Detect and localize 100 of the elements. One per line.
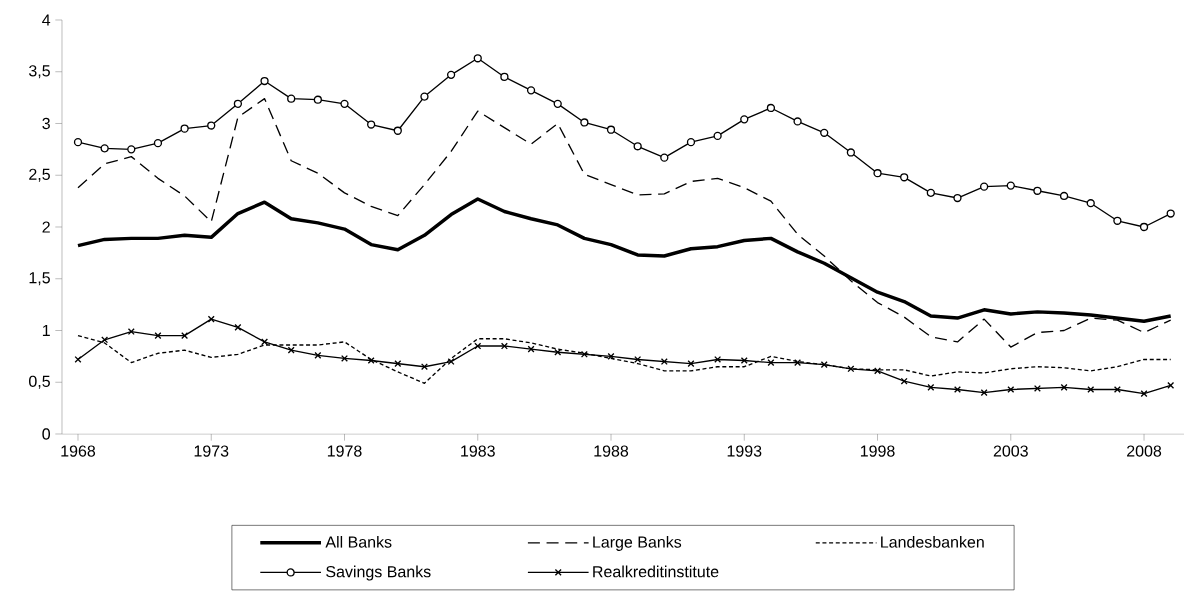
point	[340, 99, 349, 108]
point	[153, 139, 163, 148]
x-tick-label: 2003	[993, 445, 1028, 457]
point	[100, 144, 109, 153]
point	[180, 124, 189, 133]
y-tick-label: 1	[42, 325, 50, 336]
point	[1087, 385, 1095, 393]
point	[127, 328, 135, 336]
point	[287, 94, 296, 103]
point	[367, 357, 375, 365]
point	[394, 360, 402, 368]
point	[900, 173, 909, 182]
x-tick-label: 1973	[194, 445, 229, 457]
x-tick-label: 1993	[727, 445, 762, 457]
point	[1033, 186, 1042, 195]
point	[846, 148, 856, 157]
line-series	[77, 97, 1172, 348]
point	[1113, 385, 1121, 393]
point	[474, 342, 482, 350]
point	[500, 72, 509, 82]
point	[74, 355, 82, 363]
point	[473, 54, 482, 63]
legend-label: All Banks	[325, 536, 392, 548]
y-tick-label: 3	[42, 117, 50, 130]
point	[1059, 191, 1069, 201]
point	[420, 92, 429, 101]
point	[687, 360, 695, 368]
point	[527, 345, 535, 353]
legend-label: Realkreditinstitute	[593, 565, 719, 578]
point	[420, 363, 428, 371]
point	[714, 355, 722, 363]
point	[793, 117, 802, 126]
y-tick-label: 2,5	[29, 168, 50, 182]
point	[233, 99, 243, 108]
legend-label: Landesbanken	[881, 536, 984, 548]
x-tick-label: 1978	[327, 445, 362, 457]
point	[873, 169, 882, 178]
point	[1007, 385, 1015, 393]
point	[1060, 383, 1068, 391]
point	[526, 86, 536, 95]
point	[820, 128, 829, 137]
point	[607, 352, 615, 360]
point	[633, 142, 642, 151]
point	[447, 358, 455, 366]
x-tick-label: 1983	[461, 445, 495, 457]
point	[1006, 181, 1015, 190]
point	[713, 131, 722, 141]
point	[766, 103, 776, 113]
point	[1113, 216, 1122, 225]
point	[181, 332, 189, 340]
x-tick-label: 1968	[61, 445, 96, 457]
x-tick-label: 1998	[860, 445, 895, 457]
point	[980, 389, 988, 397]
point	[127, 145, 136, 154]
y-tick-label: 1,5	[29, 272, 50, 286]
point	[740, 357, 748, 365]
point	[101, 336, 109, 344]
point	[500, 342, 508, 350]
point	[446, 70, 456, 79]
point	[660, 358, 668, 366]
point	[553, 99, 562, 108]
point	[634, 355, 642, 363]
point	[606, 125, 616, 134]
point	[926, 188, 935, 197]
point	[341, 354, 348, 362]
x-tick-label: 2008	[1127, 445, 1162, 457]
point	[847, 365, 855, 373]
point	[580, 350, 588, 358]
point	[554, 348, 562, 356]
point	[73, 137, 83, 147]
point	[314, 351, 322, 359]
point	[1140, 390, 1148, 398]
point	[207, 315, 215, 323]
y-tick-label: 4	[42, 14, 51, 26]
point	[1166, 209, 1175, 218]
point	[1139, 222, 1149, 232]
y-tick-label: 0	[42, 428, 51, 440]
point	[393, 126, 402, 135]
point	[260, 76, 269, 86]
point	[820, 361, 828, 369]
legend-label: Savings Banks	[326, 565, 431, 581]
point	[686, 137, 696, 147]
point	[980, 182, 989, 191]
point	[927, 383, 935, 391]
point	[313, 95, 322, 104]
point	[207, 121, 216, 130]
y-tick-label: 0,5	[29, 375, 50, 389]
point	[953, 193, 962, 203]
point	[740, 115, 749, 124]
point	[874, 367, 882, 375]
legend-label: Large Banks	[593, 536, 682, 551]
point	[660, 153, 669, 162]
x-tick-label: 1988	[594, 445, 629, 457]
y-tick-label: 3,5	[28, 65, 50, 79]
point	[154, 332, 162, 340]
point	[580, 118, 589, 127]
point	[234, 323, 242, 331]
point	[767, 359, 775, 367]
point	[1086, 199, 1095, 208]
point	[367, 120, 376, 129]
